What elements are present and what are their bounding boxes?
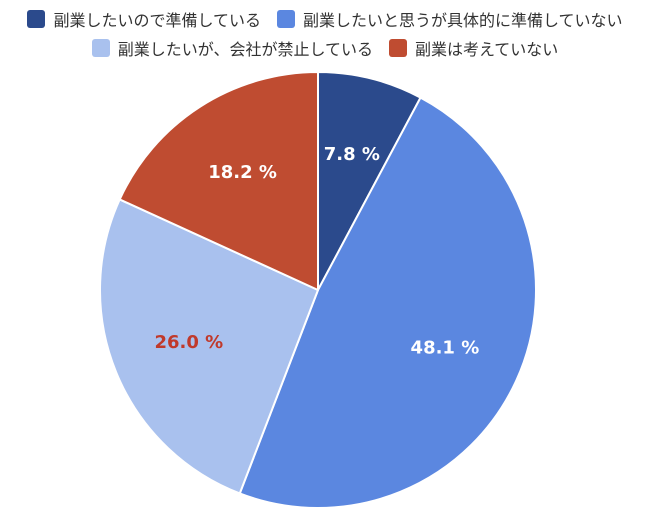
legend-swatch-not-preparing <box>277 10 295 28</box>
legend-item-not-considering: 副業は考えていない <box>389 36 558 60</box>
legend-item-not-preparing: 副業したいと思うが具体的に準備していない <box>277 7 623 31</box>
slice-preparing <box>317 71 422 291</box>
legend-swatch-not-considering <box>389 39 407 57</box>
legend-item-company-prohibits: 副業したいが、会社が禁止している <box>91 36 373 60</box>
slice-not-considering <box>118 71 319 291</box>
legend-label-not-considering: 副業は考えていない <box>415 40 559 59</box>
legend-label-preparing: 副業したいので準備している <box>53 11 261 30</box>
slice-company-prohibits <box>99 198 319 495</box>
legend-row-2: 副業したいが、会社が禁止している 副業は考えていない <box>0 36 650 60</box>
legend-row-1: 副業したいので準備している 副業したいと思うが具体的に準備していない <box>0 7 650 31</box>
slice-label-company-prohibits: 26.0 % <box>154 332 223 353</box>
legend-swatch-company-prohibits <box>91 39 110 57</box>
slice-label-not-preparing: 48.1 % <box>411 337 480 358</box>
legend-item-preparing: 副業したいので準備している <box>27 7 261 31</box>
slice-label-not-considering: 18.2 % <box>208 162 277 183</box>
legend-label-not-preparing: 副業したいと思うが具体的に準備していない <box>303 11 623 30</box>
slice-not-preparing <box>238 96 537 509</box>
legend-label-company-prohibits: 副業したいが、会社が禁止している <box>117 40 373 59</box>
legend-swatch-preparing <box>27 10 46 28</box>
slice-label-preparing: 7.8 % <box>324 144 380 165</box>
